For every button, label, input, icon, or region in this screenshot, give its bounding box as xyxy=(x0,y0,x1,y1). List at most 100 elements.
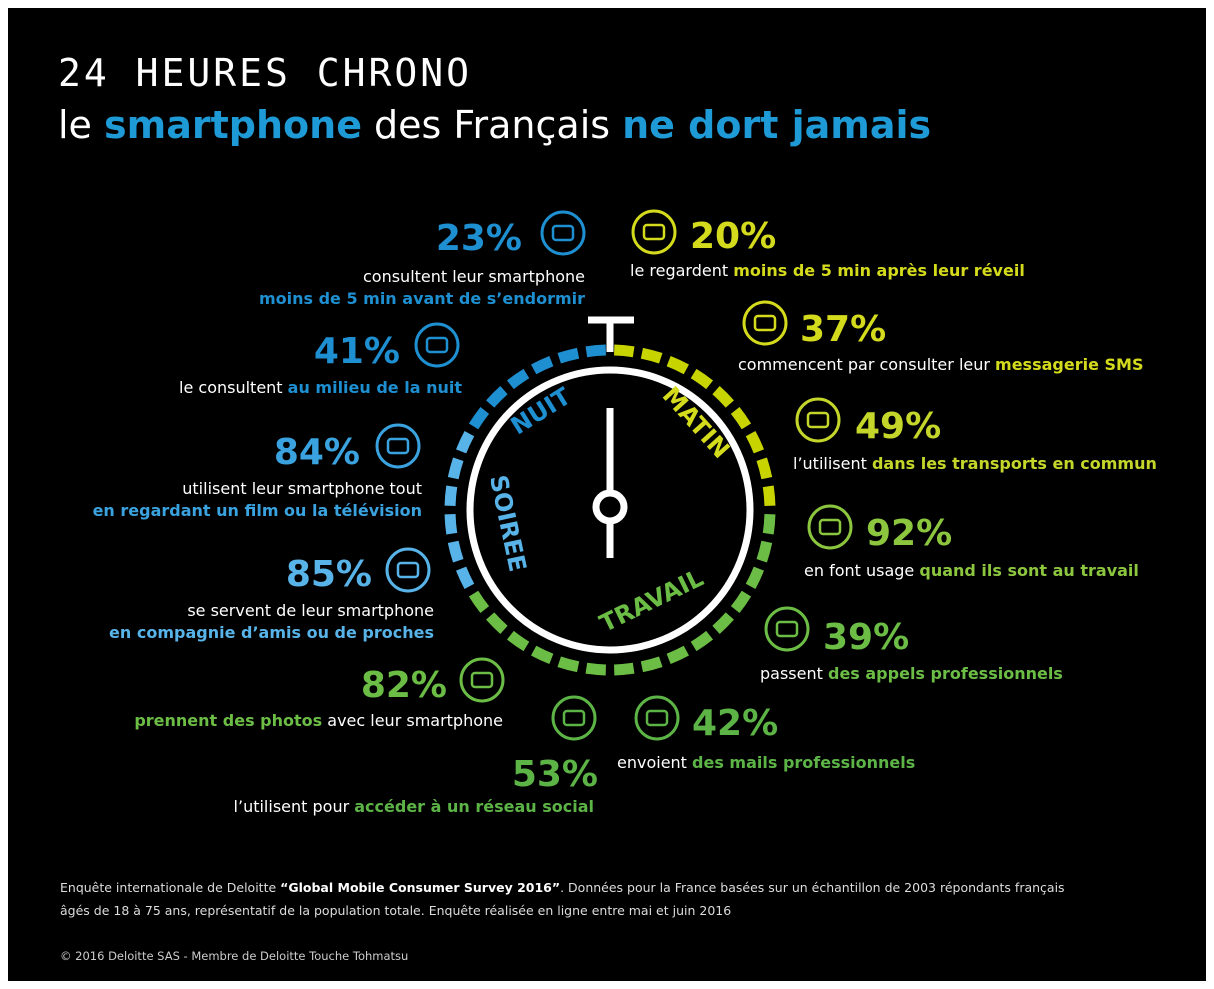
footer-note: âgés de 18 à 75 ans, représentatif de la… xyxy=(60,903,731,918)
ring-dash xyxy=(666,645,689,664)
stat-icon xyxy=(795,397,841,443)
ring-dash xyxy=(640,656,663,673)
ring-dash xyxy=(557,347,580,364)
stat-text: utilisent leur smartphone tout xyxy=(182,479,422,498)
stat-text: en regardant un film ou la télévision xyxy=(93,501,422,520)
stat-icon xyxy=(459,657,505,703)
stat-text: l’utilisent dans les transports en commu… xyxy=(793,454,1157,473)
ring-dash xyxy=(585,662,607,676)
ring-dash xyxy=(712,612,734,634)
stat-icon xyxy=(634,695,680,741)
stat-text: le regardent moins de 5 min après leur r… xyxy=(630,261,1025,280)
stat-text-part: se servent de leur smartphone xyxy=(187,601,434,620)
stat-text: consultent leur smartphone xyxy=(363,267,585,286)
stat-icon-glyph xyxy=(753,314,777,332)
ring-dash xyxy=(456,566,475,589)
ring-dash xyxy=(756,540,773,563)
footer-part: “Global Mobile Consumer Survey 2016” xyxy=(280,880,560,895)
ring-dash xyxy=(730,590,752,614)
stat-value: 84% xyxy=(274,432,360,473)
stat-text-part: consultent leur smartphone xyxy=(363,267,585,286)
stat-text-part: envoient xyxy=(617,753,692,772)
stat-icon-glyph xyxy=(562,709,586,727)
stat-icon xyxy=(764,606,810,652)
clock-face xyxy=(466,366,754,654)
ring-dash xyxy=(531,356,554,375)
subtitle-part: le xyxy=(58,103,104,147)
stat-text-part: dans les transports en commun xyxy=(872,454,1157,473)
ring-dash xyxy=(506,368,530,390)
stat-text-part: le consultent xyxy=(179,378,288,397)
stat-text: se servent de leur smartphone xyxy=(187,601,434,620)
stat-text-part: l’utilisent pour xyxy=(234,797,355,816)
ring-dash xyxy=(557,656,580,673)
ring-dash xyxy=(506,630,530,652)
stat-icon-glyph xyxy=(806,411,830,429)
stat-text-part: en compagnie d’amis ou de proches xyxy=(109,623,434,642)
stat-value: 42% xyxy=(692,703,778,744)
ring-dash xyxy=(730,406,752,430)
ring-dash xyxy=(712,386,734,408)
stat-text-part: moins de 5 min après leur réveil xyxy=(733,261,1025,280)
ring-dash xyxy=(762,513,776,535)
stat-value: 23% xyxy=(436,218,522,259)
stat-text: moins de 5 min avant de s’endormir xyxy=(259,289,585,308)
stat-text: en compagnie d’amis ou de proches xyxy=(109,623,434,642)
ring-dash xyxy=(690,368,714,390)
stat-value: 85% xyxy=(286,554,372,595)
title: 24 HEURES CHRONO xyxy=(58,51,472,95)
stat-text-part: en regardant un film ou la télévision xyxy=(93,501,422,520)
stat-text: en font usage quand ils sont au travail xyxy=(804,561,1139,580)
subtitle: le smartphone des Français ne dort jamai… xyxy=(58,103,931,147)
stat-text-part: avec leur smartphone xyxy=(322,711,503,730)
ring-dash xyxy=(468,590,490,614)
stat-icon xyxy=(631,209,677,255)
stat-icon xyxy=(385,547,431,593)
stat-text-part: messagerie SMS xyxy=(995,355,1143,374)
stat-text-part: utilisent leur smartphone tout xyxy=(182,479,422,498)
clock xyxy=(444,316,776,676)
footer-part: . Données pour la France basées sur un é… xyxy=(560,880,1064,895)
stat-text-part: quand ils sont au travail xyxy=(919,561,1139,580)
stat-icon-glyph xyxy=(818,518,842,536)
stat-icon-glyph xyxy=(470,671,494,689)
stat-icon-glyph xyxy=(775,620,799,638)
ring-dash xyxy=(640,347,663,364)
stat-icon-glyph xyxy=(645,709,669,727)
stat-icon xyxy=(807,504,853,550)
footer-part: Enquête internationale de Deloitte xyxy=(60,880,280,895)
ring-dash xyxy=(613,344,635,358)
copyright: © 2016 Deloitte SAS - Membre de Deloitte… xyxy=(60,949,408,963)
stat-text-part: le regardent xyxy=(630,261,733,280)
ring-dash xyxy=(456,431,475,454)
stat-text-part: l’utilisent xyxy=(793,454,872,473)
ring-dash xyxy=(585,344,607,358)
stat-icon-glyph xyxy=(551,224,575,242)
ring-dash xyxy=(447,540,464,563)
stat-text-part: commencent par consulter leur xyxy=(738,355,995,374)
ring-dash xyxy=(447,457,464,480)
stat-icon xyxy=(540,210,586,256)
stat-text-part: accéder à un réseau social xyxy=(354,797,594,816)
stat-value: 49% xyxy=(855,406,941,447)
stat-text: le consultent au milieu de la nuit xyxy=(179,378,462,397)
ring-dash xyxy=(762,485,776,507)
stat-icon-glyph xyxy=(425,336,449,354)
stat-value: 39% xyxy=(823,617,909,658)
stat-value: 92% xyxy=(866,513,952,554)
stat-text-part: au milieu de la nuit xyxy=(288,378,463,397)
stat-value: 82% xyxy=(361,665,447,706)
stat-value: 20% xyxy=(690,216,776,257)
ring-dash xyxy=(690,630,714,652)
stat-text: commencent par consulter leur messagerie… xyxy=(738,355,1143,374)
ring-dash xyxy=(745,566,764,589)
stat-text: prennent des photos avec leur smartphone xyxy=(134,711,503,730)
footer-note: Enquête internationale de Deloitte “Glob… xyxy=(60,880,1065,895)
ring-dash xyxy=(486,386,508,408)
subtitle-part: smartphone xyxy=(104,103,362,147)
ring-dash xyxy=(531,645,554,664)
stat-text: l’utilisent pour accéder à un réseau soc… xyxy=(234,797,594,816)
ring-dash xyxy=(745,431,764,454)
stat-text-part: en font usage xyxy=(804,561,919,580)
